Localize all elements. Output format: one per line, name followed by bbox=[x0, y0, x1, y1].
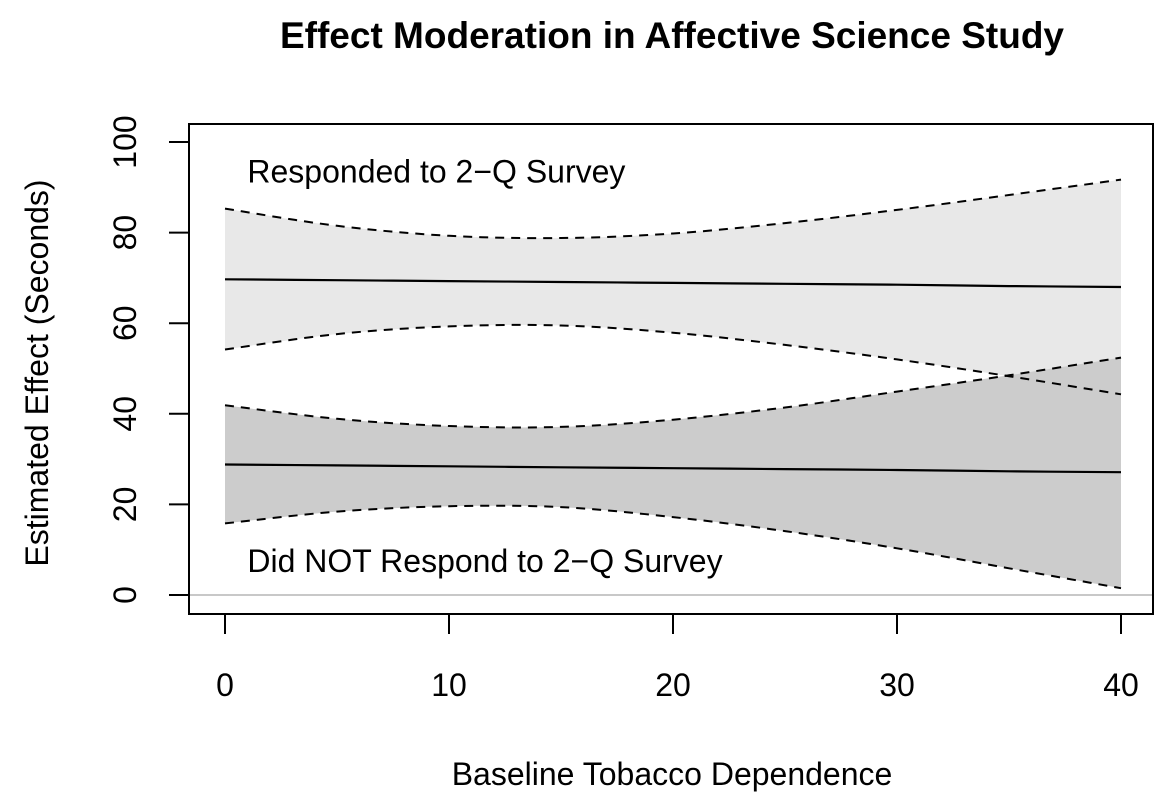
confidence-band bbox=[225, 357, 1121, 589]
chart-title: Effect Moderation in Affective Science S… bbox=[280, 15, 1064, 56]
y-tick-label: 0 bbox=[107, 586, 143, 604]
y-tick-label: 20 bbox=[107, 487, 143, 523]
y-tick-label: 100 bbox=[107, 115, 143, 168]
upper-bound-line bbox=[224, 356, 1122, 429]
y-tick-label: 60 bbox=[107, 305, 143, 341]
y-axis: 0 20 40 60 80 100 bbox=[107, 115, 190, 604]
series-annotation: Did NOT Respond to 2−Q Survey bbox=[247, 543, 722, 579]
x-tick-label: 0 bbox=[216, 667, 234, 703]
lower-bound-line bbox=[224, 504, 1122, 590]
estimate-line bbox=[224, 463, 1122, 474]
y-tick-label: 80 bbox=[107, 215, 143, 251]
x-axis: 0 10 20 30 40 bbox=[216, 613, 1139, 703]
estimate-line bbox=[224, 278, 1122, 289]
x-tick-label: 20 bbox=[655, 667, 691, 703]
y-tick-label: 40 bbox=[107, 396, 143, 432]
confidence-band bbox=[225, 179, 1121, 395]
y-axis-label: Estimated Effect (Seconds) bbox=[19, 179, 55, 566]
x-tick-label: 10 bbox=[431, 667, 467, 703]
lower-bound-line bbox=[224, 323, 1122, 396]
plot-area bbox=[189, 178, 1153, 596]
x-axis-label: Baseline Tobacco Dependence bbox=[452, 756, 893, 792]
upper-bound-line bbox=[224, 178, 1122, 240]
series-annotation: Responded to 2−Q Survey bbox=[247, 153, 625, 189]
x-tick-label: 30 bbox=[879, 667, 915, 703]
x-tick-label: 40 bbox=[1103, 667, 1139, 703]
annotations: Responded to 2−Q Survey Did NOT Respond t… bbox=[247, 153, 722, 579]
